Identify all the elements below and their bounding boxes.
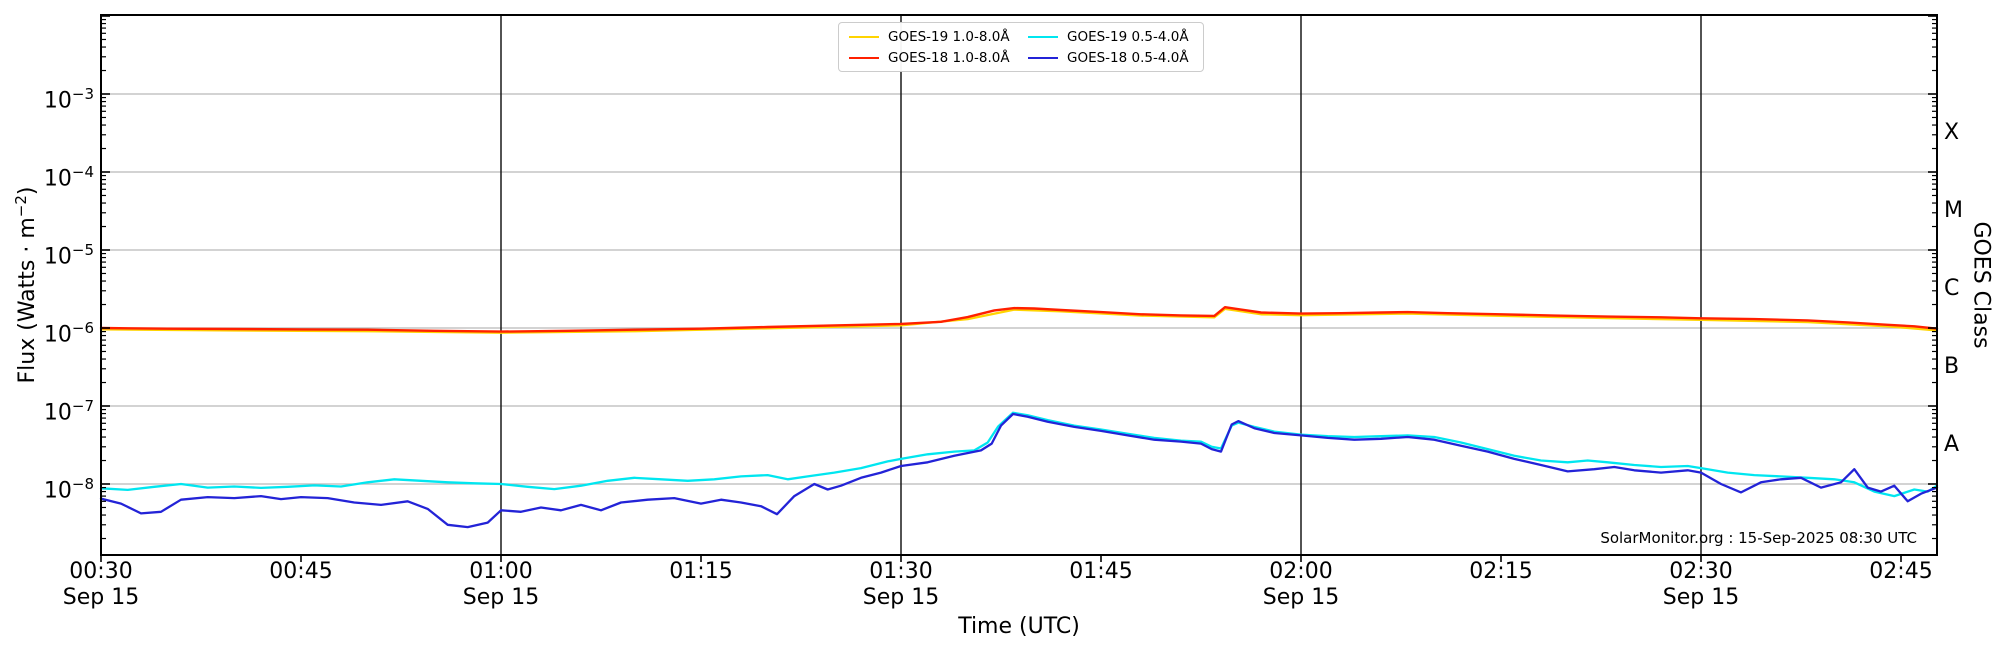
x-tick-label: 01:00 [469,559,533,584]
legend: GOES-19 1.0-8.0Å GOES-18 1.0-8.0Å GOES-19 … [838,22,1204,72]
goes-class-label: A [1944,432,1960,457]
flux-curve [99,412,1939,529]
legend-item: GOES-19 0.5-4.0Å [1028,29,1193,45]
y-axis-title: Flux (Watts · m−2) [11,186,41,384]
y-tick-label: 10−7 [43,397,94,426]
legend-item-label: GOES-18 1.0-8.0Å [888,49,1010,66]
goes-class-label: M [1944,198,1963,223]
x-tick-date-label: Sep 15 [862,585,940,610]
y-tick-label: 10−5 [43,241,94,270]
x-tick-label: 02:00 [1269,559,1333,584]
x-tick-label: 01:30 [869,559,933,584]
x-tick-label: 00:45 [269,559,333,584]
x-tick-label: 01:15 [669,559,733,584]
x-tick-date-label: Sep 15 [462,585,540,610]
legend-item-label: GOES-19 1.0-8.0Å [888,28,1010,45]
goes-class-label: C [1944,276,1960,301]
goes-class-label: X [1944,120,1960,145]
x-tick-label: 02:45 [1869,559,1933,584]
legend-item: GOES-18 0.5-4.0Å [1028,50,1193,66]
x-tick-label: 00:30 [69,559,133,584]
plot-border [100,14,1938,556]
legend-item-label: GOES-18 0.5-4.0Å [1067,49,1189,66]
source-timestamp-annotation: SolarMonitor.org : 15-Sep-2025 08:30 UTC [1600,529,1917,547]
legend-line-sample-icon [849,56,879,59]
y-tick-label: 10−8 [43,475,94,504]
flux-curve [99,306,1939,333]
x-tick-date-label: Sep 15 [1262,585,1340,610]
legend-line-sample-icon [1028,56,1058,59]
legend-item: GOES-19 1.0-8.0Å [849,29,1014,45]
legend-line-sample-icon [1028,35,1058,38]
legend-item-label: GOES-19 0.5-4.0Å [1067,28,1189,45]
goes-class-axis-title: GOES Class [1968,221,1994,349]
y-tick-label: 10−3 [43,85,94,114]
x-tick-date-label: Sep 15 [1662,585,1740,610]
y-tick-label: 10−6 [43,319,94,348]
flux-series-layer [99,306,1939,529]
x-axis-title: Time (UTC) [958,614,1080,639]
x-tick-label: 02:30 [1669,559,1733,584]
goes-class-label: B [1944,354,1960,379]
flux-curve [99,411,1939,498]
x-tick-date-label: Sep 15 [62,585,140,610]
legend-line-sample-icon [849,35,879,38]
y-tick-label: 10−4 [43,163,94,192]
legend-item: GOES-18 1.0-8.0Å [849,50,1014,66]
x-tick-label: 02:15 [1469,559,1533,584]
grid-layer [101,15,1937,555]
x-tick-label: 01:45 [1069,559,1133,584]
axis-ticks-layer [100,14,1938,562]
